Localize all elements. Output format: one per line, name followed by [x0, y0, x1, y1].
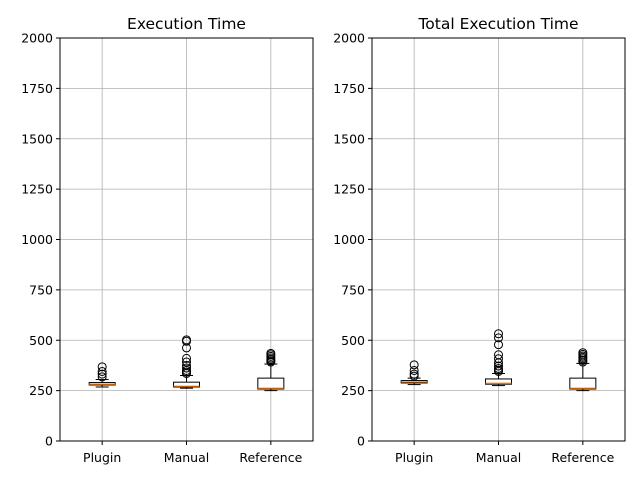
y-tick-label: 2000 — [333, 31, 365, 46]
outlier-point — [266, 348, 276, 358]
y-tick-label: 1250 — [21, 182, 53, 197]
outlier-point — [494, 354, 503, 364]
box-iqr — [257, 377, 285, 390]
outlier-point — [409, 360, 419, 370]
y-tick-label: 0 — [45, 434, 53, 449]
box-iqr — [485, 378, 512, 385]
box-manual — [173, 335, 200, 389]
x-tick-label: Reference — [239, 450, 302, 465]
subplot-1: 0 250 500 750 1000 1250 1500 1750 2000 Plugin Manu… — [21, 15, 314, 465]
outlier-point — [494, 333, 503, 343]
chart-title: Total Execution Time — [417, 15, 578, 33]
y-tick-label: 500 — [29, 333, 53, 348]
outlier-point — [97, 366, 107, 376]
outlier-point — [182, 357, 191, 367]
outlier-point — [494, 361, 503, 371]
y-tick-label: 500 — [341, 333, 365, 348]
box-plugin — [88, 362, 116, 388]
outlier-point — [182, 335, 191, 345]
outlier-point — [409, 369, 419, 379]
box-plugin — [400, 360, 428, 386]
box-reference — [569, 348, 597, 392]
outlier-point — [182, 363, 191, 373]
outlier-point — [494, 329, 503, 339]
x-tick-label: Reference — [551, 450, 614, 465]
box-manual — [485, 329, 512, 387]
outlier-point — [97, 372, 107, 382]
outlier-point — [182, 353, 191, 363]
outlier-point — [409, 365, 419, 375]
x-tick-label: Manual — [164, 450, 209, 465]
y-tick-label: 1000 — [21, 232, 53, 247]
outlier-point — [97, 362, 107, 372]
chart-title: Execution Time — [127, 15, 246, 33]
y-tick-label: 2000 — [21, 31, 53, 46]
subplot-2: 0 250 500 750 1000 1250 1500 1750 2000 Plugin Manu… — [333, 15, 626, 465]
box-iqr — [173, 381, 200, 388]
y-tick-label: 1000 — [333, 232, 365, 247]
outlier-point — [97, 369, 107, 379]
y-tick-label: 1500 — [333, 131, 365, 146]
x-tick-label: Plugin — [395, 450, 433, 465]
y-tick-label: 0 — [357, 434, 365, 449]
y-tick-label: 250 — [29, 383, 53, 398]
y-tick-label: 250 — [341, 383, 365, 398]
outlier-point — [494, 340, 503, 350]
y-tick-label: 1500 — [21, 131, 53, 146]
outlier-point — [182, 360, 191, 370]
outlier-point — [578, 348, 588, 358]
outlier-point — [494, 363, 503, 373]
x-tick-label: Plugin — [83, 450, 121, 465]
box-iqr — [569, 377, 597, 390]
y-tick-label: 1750 — [21, 81, 53, 96]
y-tick-label: 1250 — [333, 182, 365, 197]
y-tick-label: 750 — [341, 282, 365, 297]
box-reference — [257, 348, 285, 392]
x-tick-label: Manual — [476, 450, 521, 465]
y-tick-label: 750 — [29, 282, 53, 297]
outlier-point — [494, 350, 503, 360]
y-tick-label: 1750 — [333, 81, 365, 96]
